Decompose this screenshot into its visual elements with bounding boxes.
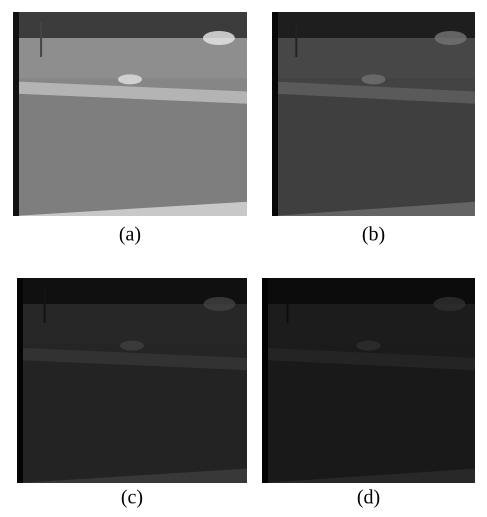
figure: (a) (b) (c) (d) [0,0,487,512]
panel-label: (a) [119,224,141,246]
darkening [272,12,475,216]
image-panel [13,12,247,216]
panel-label: (c) [121,487,143,509]
darkening [17,278,247,483]
darkening [262,278,475,483]
image-panel [17,278,247,483]
panel-label: (b) [362,224,385,246]
image-panel [272,12,475,216]
image-panel [262,278,475,483]
panel-label: (d) [357,487,380,509]
